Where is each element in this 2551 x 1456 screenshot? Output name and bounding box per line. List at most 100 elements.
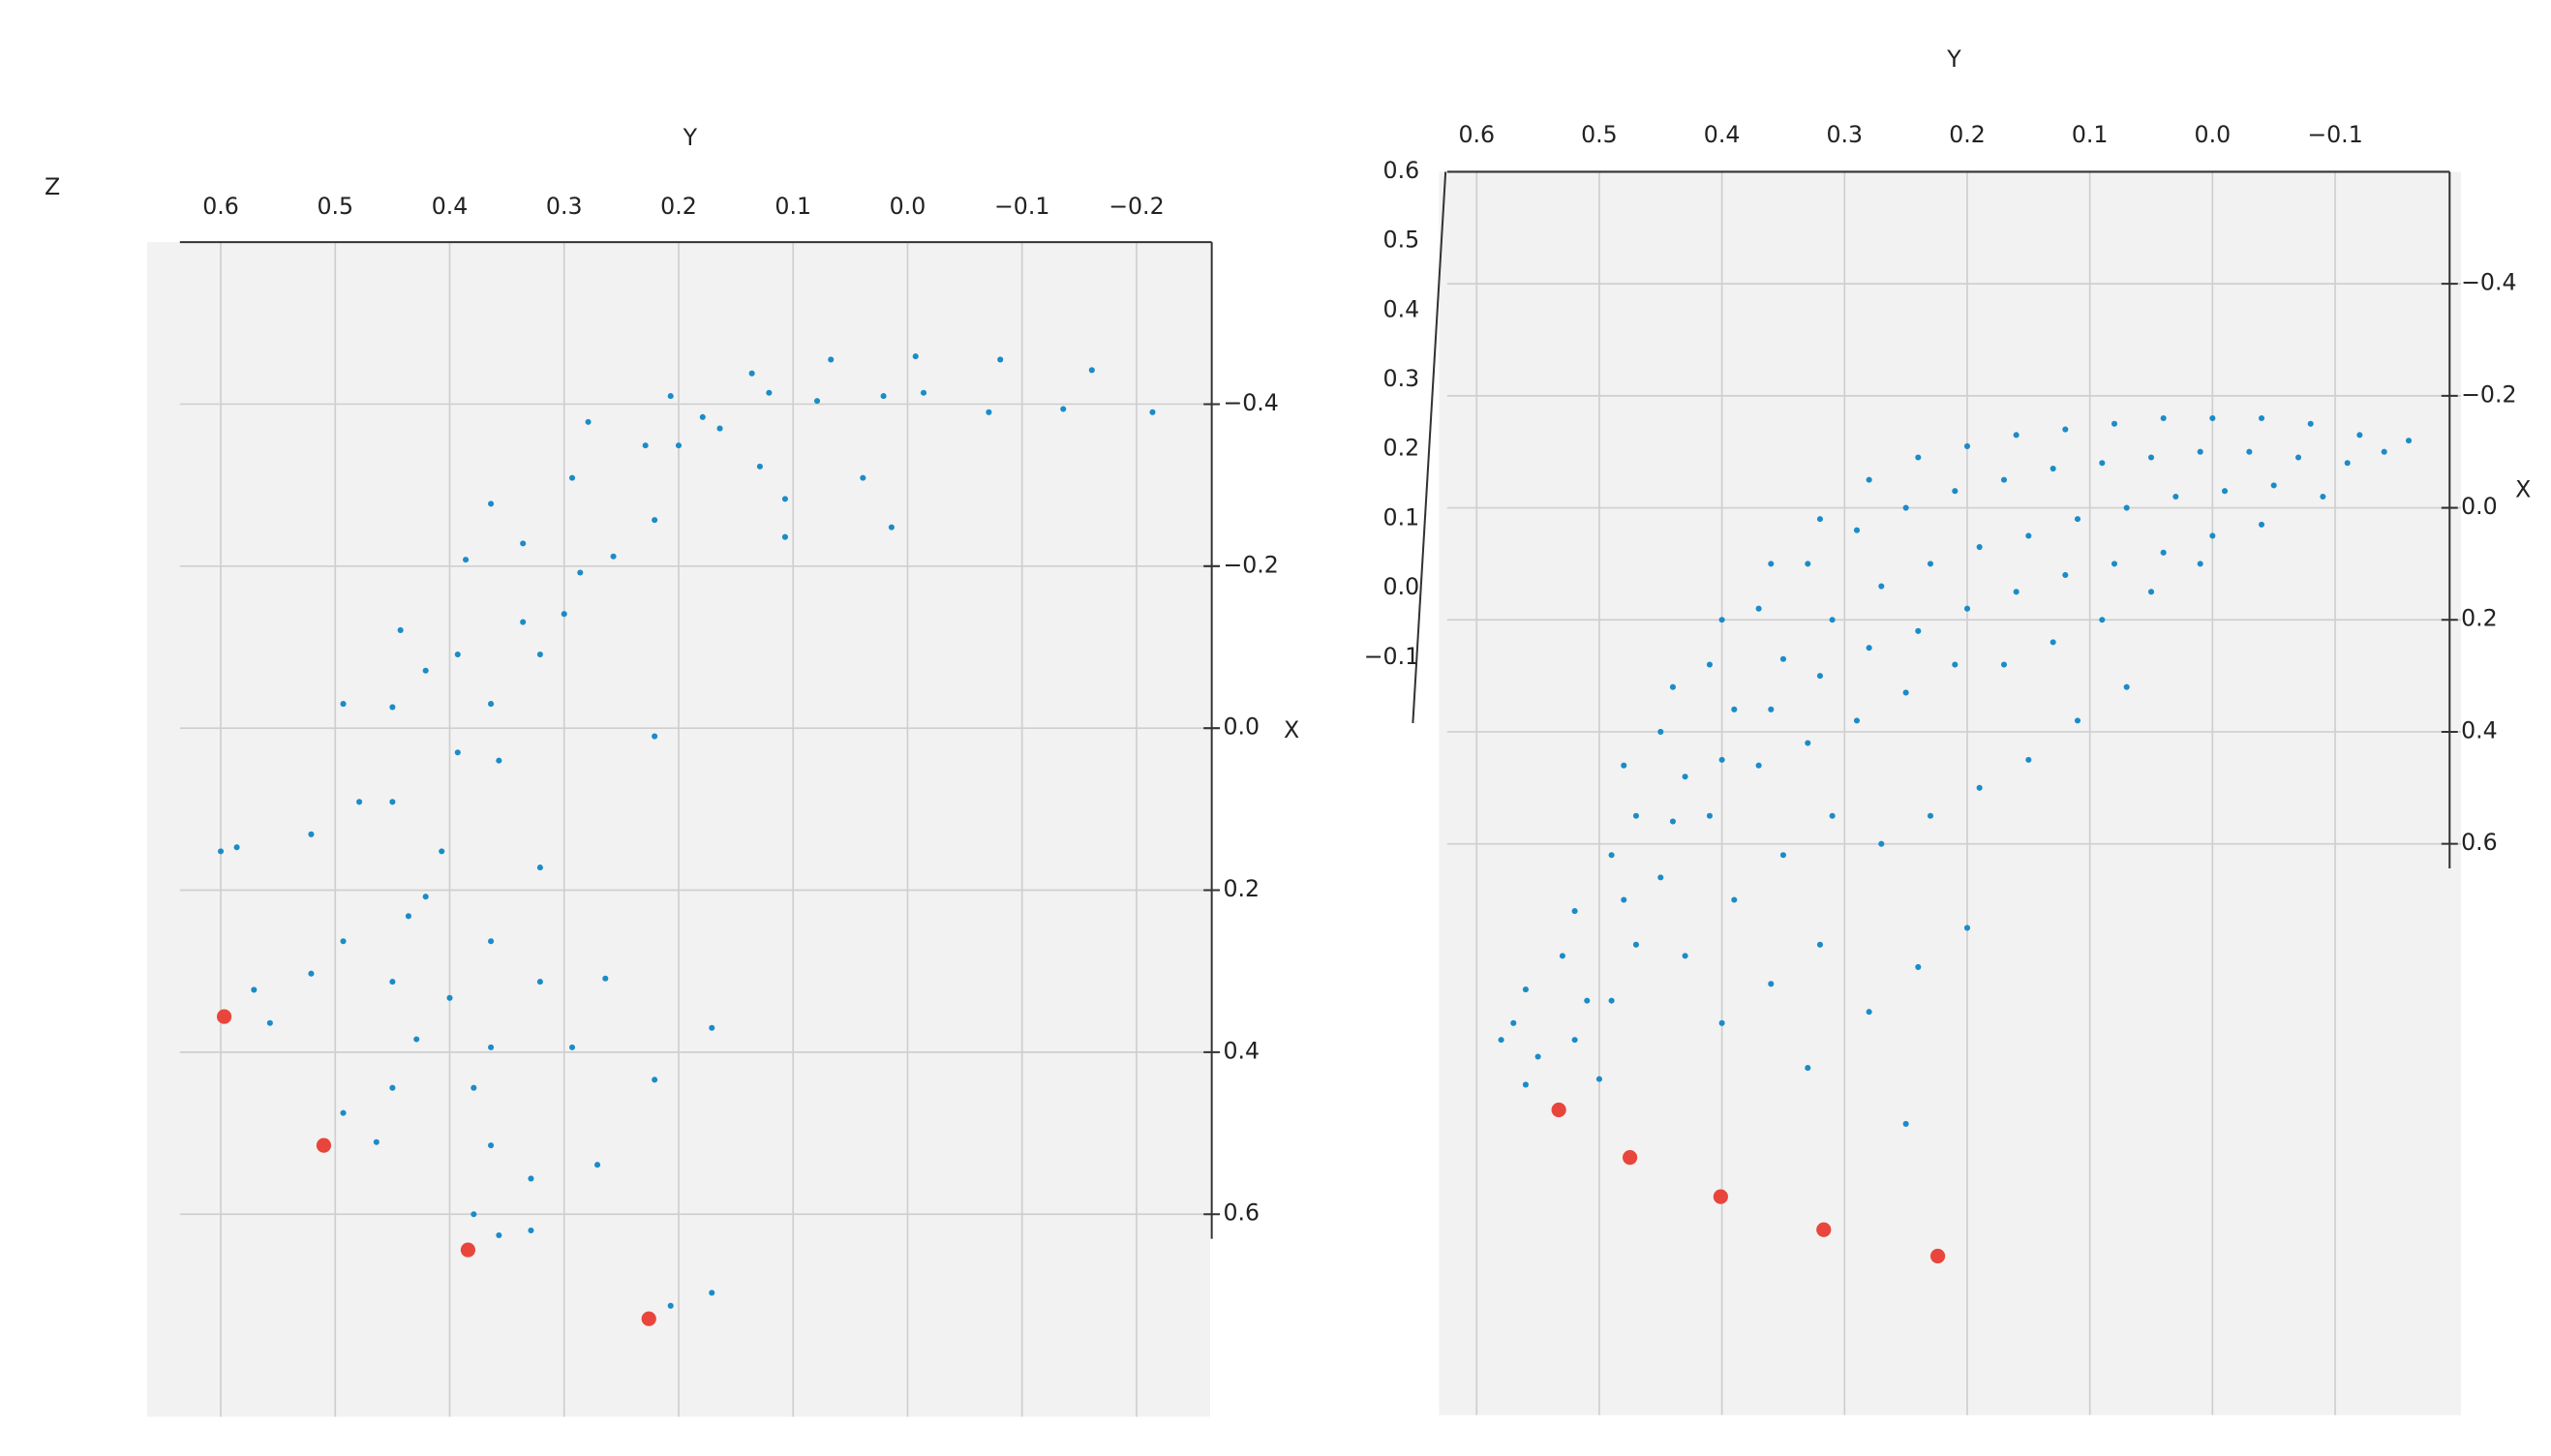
point xyxy=(340,701,347,708)
point xyxy=(422,894,429,900)
z-tick-label: 0.1 xyxy=(1383,503,1420,531)
point xyxy=(602,975,609,982)
point xyxy=(1816,673,1824,680)
highlight-point xyxy=(460,1242,476,1258)
x-tick-label: 0.3 xyxy=(546,193,583,220)
point xyxy=(422,667,429,674)
point xyxy=(2123,504,2130,511)
x-tick-label: 0.3 xyxy=(1827,121,1864,148)
point xyxy=(536,864,543,871)
point xyxy=(340,938,347,945)
point xyxy=(1621,896,1627,903)
point xyxy=(1060,406,1067,412)
y-tick-label: 0.6 xyxy=(2461,829,2498,856)
point xyxy=(2197,561,2203,567)
x-tick-label: 0.6 xyxy=(1458,121,1495,148)
point xyxy=(488,1044,495,1050)
y-tick-label: −0.4 xyxy=(1223,389,1278,416)
point xyxy=(1632,812,1639,819)
point xyxy=(488,938,495,945)
point xyxy=(1853,717,1861,724)
point xyxy=(1571,1037,1578,1044)
x-tick-label: 0.5 xyxy=(1581,121,1618,148)
y-tick-label: 0.2 xyxy=(1223,875,1260,902)
point xyxy=(1866,1009,1872,1016)
point xyxy=(2209,532,2216,539)
point xyxy=(1718,1019,1725,1026)
point xyxy=(1755,605,1762,612)
point xyxy=(709,1024,715,1031)
point xyxy=(1657,728,1664,736)
z-tick-label: 0.5 xyxy=(1383,227,1420,254)
point xyxy=(1731,896,1738,903)
point xyxy=(1963,442,1971,449)
point xyxy=(912,353,919,360)
point xyxy=(2111,561,2118,567)
x-tick-label: 0.2 xyxy=(1949,121,1986,148)
point xyxy=(1088,367,1095,374)
point xyxy=(463,557,470,563)
highlight-point xyxy=(1551,1102,1566,1118)
point xyxy=(1768,561,1775,567)
point xyxy=(593,1162,601,1168)
point xyxy=(454,749,461,756)
point xyxy=(577,569,584,576)
point xyxy=(2050,466,2056,472)
point xyxy=(405,913,411,920)
point xyxy=(652,1077,658,1083)
x-tick-label: 0.0 xyxy=(890,193,926,220)
point xyxy=(2258,521,2265,528)
point xyxy=(1878,583,1885,590)
point xyxy=(1522,1081,1529,1088)
point xyxy=(1584,997,1591,1004)
point xyxy=(2160,549,2167,556)
point xyxy=(1816,516,1824,523)
point xyxy=(1829,812,1836,819)
point xyxy=(520,619,527,625)
x-tick-label: 0.4 xyxy=(432,193,469,220)
y-tick-label: 0.2 xyxy=(2461,605,2498,632)
highlight-point xyxy=(316,1138,332,1153)
z-axis-line xyxy=(1412,171,1447,723)
point xyxy=(2147,454,2155,461)
point xyxy=(1915,627,1922,634)
point xyxy=(1718,617,1725,623)
highlight-point xyxy=(1816,1222,1832,1237)
point xyxy=(1927,812,1934,819)
point xyxy=(520,540,527,547)
point xyxy=(2246,448,2253,455)
point xyxy=(1682,774,1688,780)
point xyxy=(251,986,258,993)
point xyxy=(699,413,706,420)
point xyxy=(397,626,404,633)
right-pane xyxy=(1439,171,2462,1415)
point xyxy=(2000,661,2008,668)
point xyxy=(652,517,658,524)
point xyxy=(1768,981,1775,987)
point xyxy=(389,799,396,805)
x-tick-label: −0.1 xyxy=(994,193,1049,220)
z-tick-label: −0.1 xyxy=(1364,643,1419,670)
right-x-axis-label: X xyxy=(2515,475,2531,502)
point xyxy=(1915,454,1922,461)
point xyxy=(888,524,895,531)
point xyxy=(1829,617,1836,623)
point xyxy=(496,1231,502,1239)
point xyxy=(1498,1037,1504,1044)
point xyxy=(471,1084,477,1091)
point xyxy=(1682,953,1688,959)
y-tick-label: 0.0 xyxy=(2461,493,2498,520)
z-tick-label: 0.0 xyxy=(1383,573,1420,600)
point xyxy=(1669,818,1676,825)
point xyxy=(266,1019,273,1026)
z-tick-label: 0.6 xyxy=(1383,157,1420,184)
point xyxy=(308,831,315,837)
point xyxy=(2344,460,2351,467)
point xyxy=(1718,756,1725,763)
point xyxy=(308,970,315,977)
highlight-point xyxy=(1929,1248,1946,1264)
point xyxy=(1755,762,1762,769)
highlight-point xyxy=(1713,1189,1728,1204)
x-tick-label: 0.1 xyxy=(2072,121,2109,148)
